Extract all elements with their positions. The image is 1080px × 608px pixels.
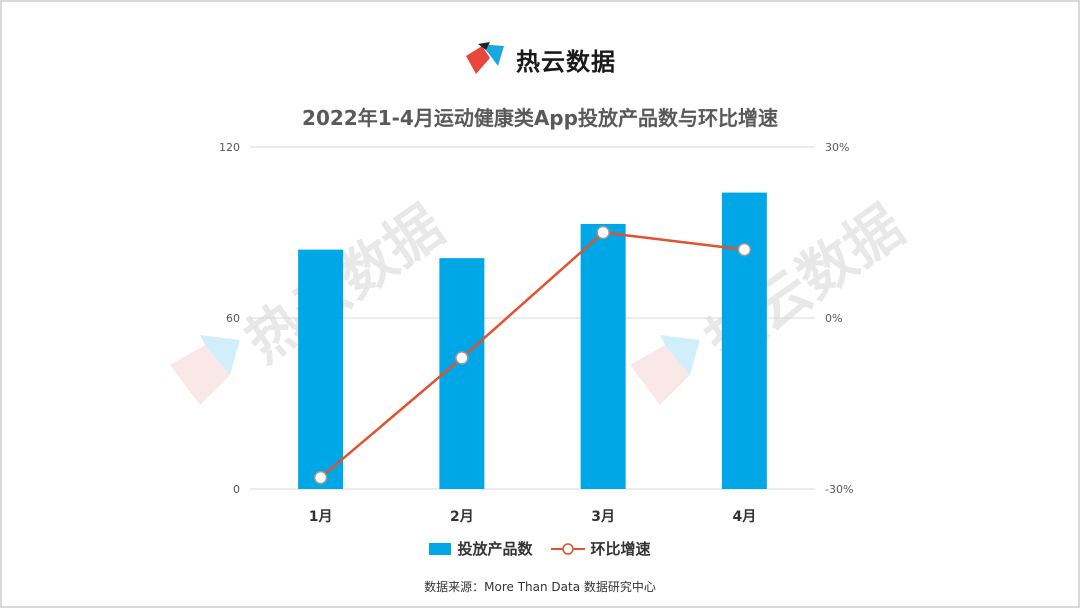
legend-item-bar: 投放产品数 [429, 538, 533, 559]
x-category-label: 3月 [591, 509, 615, 525]
bar-1 [298, 249, 344, 489]
chart-title: 2022年1-4月运动健康类App投放产品数与环比增速 [302, 106, 778, 130]
bar-2 [439, 258, 485, 489]
legend-line-swatch [550, 542, 585, 555]
y-right-tick-label: 0% [825, 312, 842, 325]
x-category-label: 4月 [733, 509, 757, 525]
brand-name: 热云数据 [516, 47, 616, 76]
y-right-tick-label: 30% [825, 141, 849, 154]
legend-line-label: 环比增速 [590, 540, 651, 558]
legend-item-line: 环比增速 [550, 538, 651, 559]
chart-legend: 投放产品数 环比增速 [0, 538, 1080, 559]
growth-line [319, 231, 745, 479]
brand-header: 热云数据 [0, 40, 1080, 78]
y-left-tick-label: 0 [233, 483, 240, 496]
bar-4 [721, 192, 767, 489]
legend-bar-swatch [429, 542, 452, 555]
growth-point-2 [455, 351, 469, 365]
brand-logo-icon [466, 42, 504, 74]
x-category-label: 2月 [450, 509, 474, 525]
y-right-tick-label: -30% [825, 483, 853, 496]
y-left-tick-label: 120 [219, 141, 240, 154]
growth-point-1 [313, 470, 328, 485]
x-category-label: 1月 [309, 509, 333, 525]
growth-point-3 [596, 225, 610, 240]
legend-bar-label: 投放产品数 [457, 540, 533, 558]
bar-3 [580, 223, 626, 489]
y-left-tick-label: 60 [226, 312, 240, 325]
growth-point-4 [737, 242, 752, 257]
source-note: 数据来源：More Than Data 数据研究中心 [424, 580, 656, 594]
